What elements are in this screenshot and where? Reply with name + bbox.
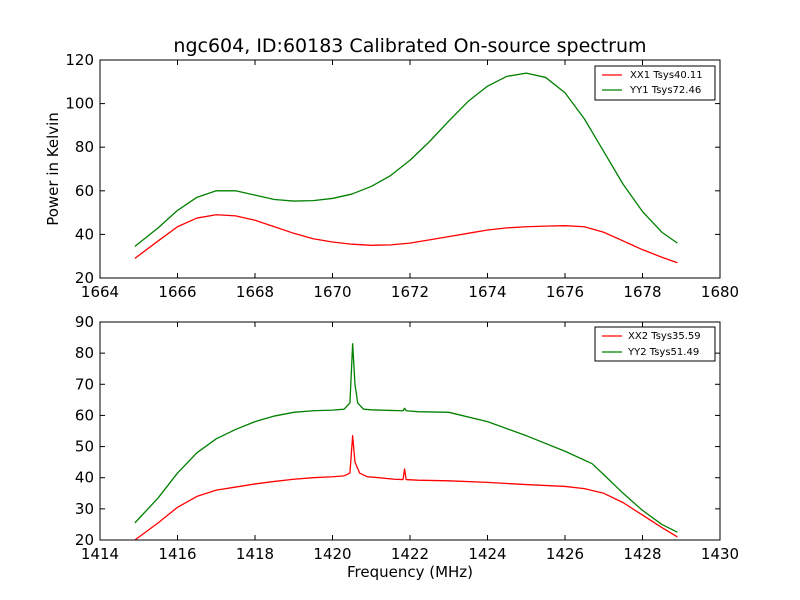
chart-bottom: Frequency (MHz) 1414 1416 1418 1420 1422 1424…	[75, 313, 739, 581]
top-series-line-0	[134, 214, 678, 264]
y-tick-label: 70	[75, 375, 94, 393]
x-tick-label: 1424	[468, 545, 506, 563]
x-tick-label: 1414	[81, 545, 119, 563]
x-axis-label: Frequency (MHz)	[347, 563, 473, 581]
x-tick-label: 1418	[236, 545, 274, 563]
y-tick-label: 120	[65, 51, 94, 69]
y-tick-label: 30	[75, 500, 94, 518]
bottom-series-line-1	[134, 343, 678, 533]
x-tick-label: 1670	[313, 283, 351, 301]
y-axis-label: Power in Kelvin	[44, 112, 62, 226]
x-tick-label: 1430	[701, 545, 739, 563]
legend-label-xx2: XX2 Tsys35.59	[628, 331, 701, 342]
x-tick-label: 1672	[391, 283, 429, 301]
x-tick-label: 1680	[701, 283, 739, 301]
y-tick-label: 50	[75, 438, 94, 456]
y-tick-label: 80	[75, 344, 94, 362]
y-tick-label: 60	[75, 406, 94, 424]
top-series-line-1	[134, 72, 678, 247]
x-tick-label: 1422	[391, 545, 429, 563]
x-tick-label: 1416	[158, 545, 196, 563]
y-tick-label: 80	[75, 138, 94, 156]
legend-label-yy1: YY1 Tsys72.46	[629, 85, 701, 96]
legend-label-xx1: XX1 Tsys40.11	[630, 70, 703, 81]
y-tick-label: 40	[75, 225, 94, 243]
x-tick-label: 1678	[623, 283, 661, 301]
x-tick-label: 1668	[236, 283, 274, 301]
y-tick-label: 20	[75, 269, 94, 287]
y-tick-label: 100	[65, 95, 94, 113]
top-legend: XX1 Tsys40.11 YY1 Tsys72.46	[594, 65, 716, 101]
chart-title: ngc604, ID:60183 Calibrated On-source sp…	[173, 35, 646, 57]
x-tick-label: 1420	[313, 545, 351, 563]
legend-box	[594, 65, 716, 101]
top-plot-marks	[134, 72, 678, 264]
legend-box	[594, 326, 716, 362]
legend-label-yy2: YY2 Tsys51.49	[627, 347, 699, 358]
bottom-series-line-0	[134, 435, 678, 541]
x-tick-label: 1676	[546, 283, 584, 301]
y-tick-label: 60	[75, 182, 94, 200]
top-tick-marks: 1664 1666 1668 1670 1672 1674 1676 1678 1680 20 40…	[65, 51, 739, 301]
chart-top: ngc604, ID:60183 Calibrated On-source sp…	[44, 35, 739, 301]
x-tick-label: 1674	[468, 283, 506, 301]
x-tick-label: 1666	[158, 283, 196, 301]
bottom-tick-marks: 1414 1416 1418 1420 1422 1424 1426 1428 1430 20 30…	[75, 313, 739, 563]
y-tick-label: 90	[75, 313, 94, 331]
x-tick-label: 1428	[623, 545, 661, 563]
bottom-plot-marks	[134, 343, 678, 541]
y-tick-label: 40	[75, 469, 94, 487]
x-tick-label: 1426	[546, 545, 584, 563]
y-tick-label: 20	[75, 531, 94, 549]
x-tick-label: 1664	[81, 283, 119, 301]
bottom-legend: XX2 Tsys35.59 YY2 Tsys51.49	[594, 326, 716, 362]
